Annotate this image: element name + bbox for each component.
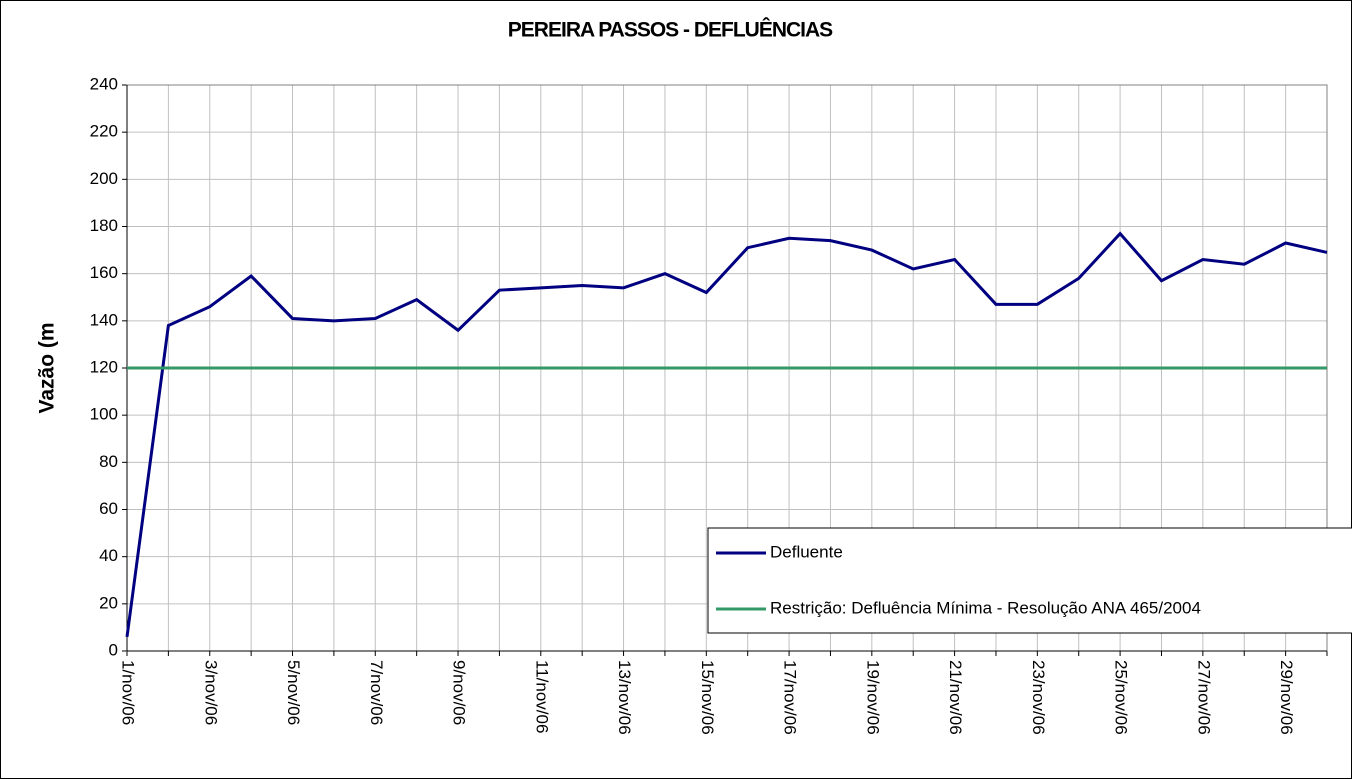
x-tick-label: 27/nov/06 (1194, 660, 1213, 735)
x-tick-label: 25/nov/06 (1112, 660, 1131, 735)
x-tick-label: 21/nov/06 (946, 660, 965, 735)
x-tick-label: 19/nov/06 (863, 660, 882, 735)
x-tick-label: 15/nov/06 (698, 660, 717, 735)
y-axis-label: Vazão (m (36, 322, 59, 413)
y-tick-label: 200 (90, 169, 118, 188)
y-tick-label: 160 (90, 263, 118, 282)
y-tick-label: 120 (90, 357, 118, 376)
x-tick-label: 29/nov/06 (1277, 660, 1296, 735)
y-tick-label: 100 (90, 405, 118, 424)
x-tick-label: 3/nov/06 (201, 660, 220, 725)
x-tick-label: 13/nov/06 (615, 660, 634, 735)
legend-box (707, 527, 1352, 634)
x-tick-label: 9/nov/06 (450, 660, 469, 725)
y-tick-label: 80 (99, 452, 118, 471)
series-line (125, 231, 1328, 638)
y-tick-label: 140 (90, 310, 118, 329)
x-tick-label: 1/nov/06 (119, 660, 138, 725)
y-tick-label: 240 (90, 74, 118, 93)
legend-label: Defluente (770, 542, 843, 561)
y-tick-label: 0 (109, 640, 118, 659)
x-tick-label: 7/nov/06 (367, 660, 386, 725)
x-tick-label: 5/nov/06 (284, 660, 303, 725)
chart-title: PEREIRA PASSOS - DEFLUÊNCIAS (508, 18, 833, 42)
y-tick-label: 40 (99, 546, 118, 565)
y-tick-label: 20 (99, 593, 118, 612)
x-tick-label: 17/nov/06 (781, 660, 800, 735)
x-tick-label: 23/nov/06 (1029, 660, 1048, 735)
x-tick-label: 11/nov/06 (532, 660, 551, 733)
legend-label: Restrição: Defluência Mínima - Resolução… (770, 598, 1201, 617)
y-tick-label: 180 (90, 216, 118, 235)
y-tick-label: 220 (90, 122, 118, 141)
y-tick-label: 60 (99, 499, 118, 518)
